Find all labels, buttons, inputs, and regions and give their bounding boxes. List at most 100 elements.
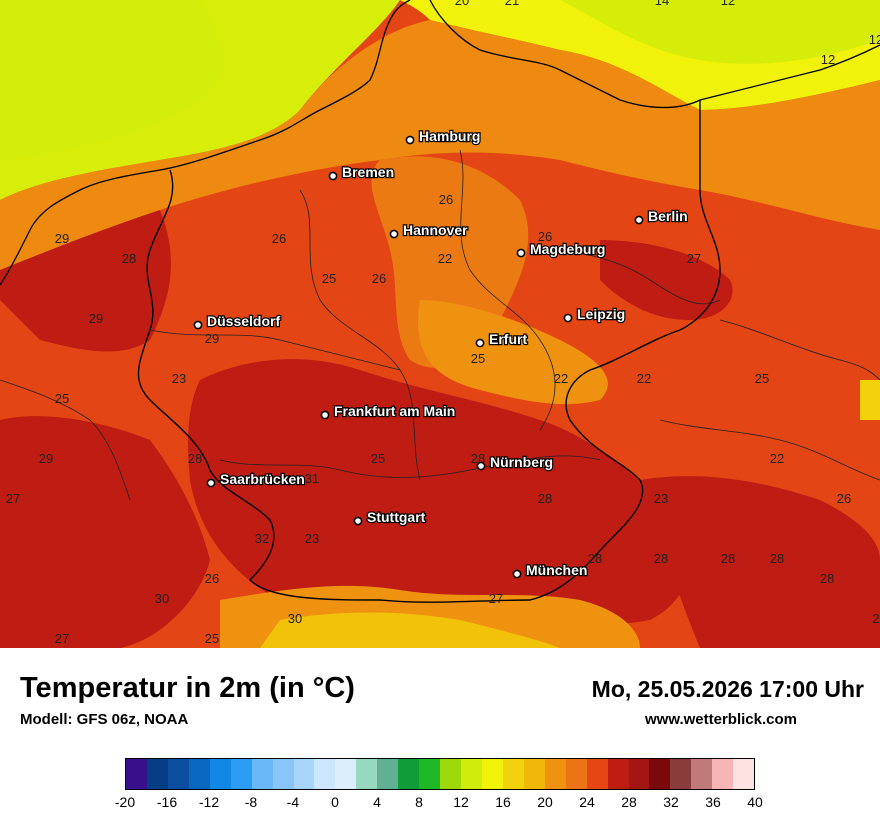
color-swatch [607, 759, 629, 789]
contour-label: 26 [538, 229, 552, 244]
contour-label: 23 [654, 491, 668, 506]
contour-label: 28 [770, 551, 784, 566]
city-dot [389, 229, 399, 239]
map-title: Temperatur in 2m (in °C) [20, 672, 355, 704]
color-swatch [167, 759, 189, 789]
state-border-4 [219, 455, 601, 478]
color-swatch [419, 759, 441, 789]
field-sw-hot [0, 416, 210, 648]
contour-label: 27 [55, 631, 69, 646]
contour-label: 29 [55, 231, 69, 246]
city-frankfurt-am-main: Frankfurt am Main [320, 402, 457, 420]
contour-label: 31 [305, 471, 319, 486]
contour-label: 32 [255, 531, 269, 546]
region-border-se [659, 419, 880, 481]
scale-tick-label: -12 [198, 794, 220, 810]
city-markers: Hamburg Bremen Hannover Berlin Magdeburg Düss… [193, 127, 689, 579]
color-swatch [377, 759, 399, 789]
scale-tick-label: 12 [453, 794, 469, 810]
color-swatch [272, 759, 294, 789]
field-orange-belt [0, 20, 880, 270]
color-swatch [188, 759, 210, 789]
contour-label: 25 [55, 391, 69, 406]
scale-tick-label: 16 [495, 794, 511, 810]
field-alps-cool [260, 612, 560, 648]
color-swatch [293, 759, 315, 789]
state-border-3 [149, 329, 401, 371]
city-dot [206, 478, 216, 488]
city-stuttgart: Stuttgart [353, 508, 427, 526]
city-label: Hamburg [419, 128, 480, 144]
city-dot [516, 248, 526, 258]
contour-label: 28 [188, 451, 202, 466]
contour-label: 27 [6, 491, 20, 506]
city-m-nchen: München [512, 561, 589, 579]
color-swatch [628, 759, 650, 789]
color-swatch [544, 759, 566, 789]
color-swatch [461, 759, 482, 789]
city-dot [476, 461, 486, 471]
city-hamburg: Hamburg [405, 127, 482, 145]
color-swatch [146, 759, 168, 789]
city-dot [193, 320, 203, 330]
scale-tick-label: 28 [621, 794, 637, 810]
coastline-north-sea [0, 0, 411, 286]
contour-label: 28 [538, 491, 552, 506]
color-swatch [670, 759, 692, 789]
field-east-patch [860, 380, 880, 420]
contour-label: 29 [205, 331, 219, 346]
field-ne [560, 0, 880, 64]
color-swatch [649, 759, 671, 789]
city-dot [475, 338, 485, 348]
contour-label: 29 [89, 311, 103, 326]
contour-label: 27 [687, 251, 701, 266]
city-n-rnberg: Nürnberg [476, 453, 554, 471]
color-swatch [523, 759, 545, 789]
city-dot [328, 171, 338, 181]
scale-tick-label: 0 [331, 794, 339, 810]
city-label: Düsseldorf [207, 313, 280, 329]
color-scale-bar [125, 758, 755, 790]
contour-label: 27 [489, 591, 503, 606]
contour-label: 26 [272, 231, 286, 246]
scale-tick-label: 40 [747, 794, 763, 810]
contour-label: 28 [122, 251, 136, 266]
contour-label: 2 [872, 611, 879, 626]
state-border-2 [459, 149, 556, 431]
contour-label: 25 [371, 451, 385, 466]
color-swatch [314, 759, 336, 789]
scale-tick-label: -20 [114, 794, 136, 810]
city-dot [353, 516, 363, 526]
scale-tick-label: -16 [156, 794, 178, 810]
city-label: Saarbrücken [220, 471, 305, 487]
color-swatch [586, 759, 608, 789]
city-dot [563, 313, 573, 323]
contour-label: 20 [455, 0, 469, 8]
scale-tick-label: 20 [537, 794, 553, 810]
country-border [137, 100, 721, 603]
contour-label: 28 [721, 551, 735, 566]
city-hannover: Hannover [389, 221, 469, 239]
field-nw [0, 0, 224, 160]
city-bremen: Bremen [328, 163, 395, 181]
state-border-1 [299, 189, 421, 481]
city-dot [405, 135, 415, 145]
contour-label: 25 [471, 351, 485, 366]
field-east-hot [600, 240, 733, 320]
city-label: Nürnberg [490, 454, 553, 470]
color-swatch [733, 759, 755, 789]
color-swatch [335, 759, 357, 789]
color-swatch [565, 759, 587, 789]
contour-label: 25 [205, 631, 219, 646]
scale-tick-label: 4 [373, 794, 381, 810]
coastline-baltic [429, 0, 880, 109]
color-swatch [356, 759, 378, 789]
map-footer: Temperatur in 2m (in °C) Modell: GFS 06z… [0, 648, 880, 830]
website-link[interactable]: www.wetterblick.com [645, 711, 797, 728]
contour-label: 23 [172, 371, 186, 386]
contour-label: 21 [505, 0, 519, 8]
contour-label: 14 [655, 0, 669, 8]
scale-tick-label: 24 [579, 794, 595, 810]
